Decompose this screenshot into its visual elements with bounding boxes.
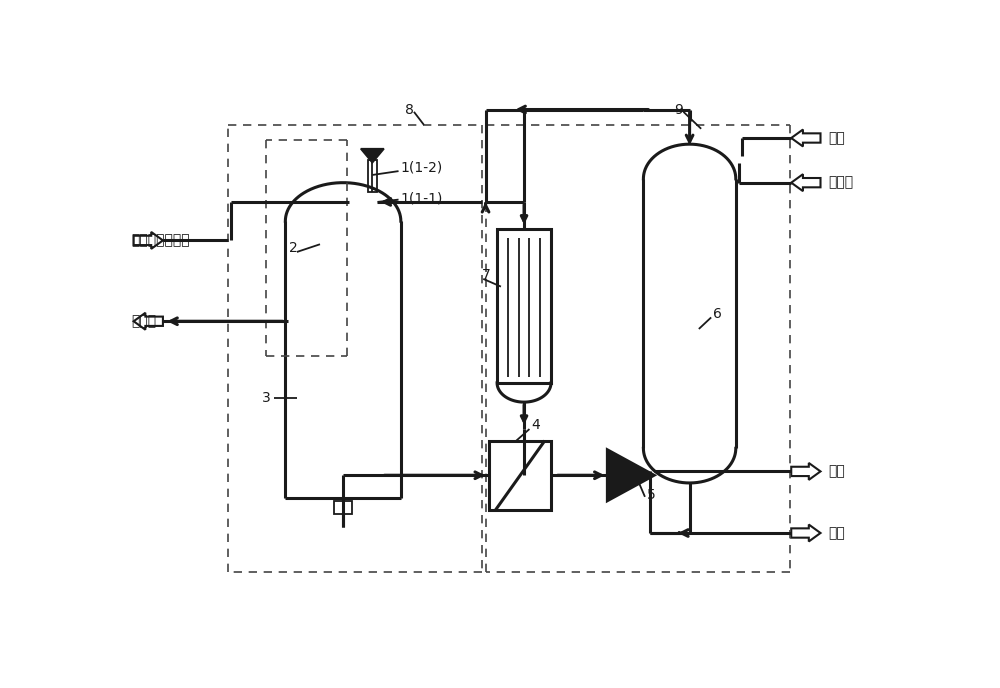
Text: 固废: 固废 xyxy=(828,526,845,540)
Text: 去真空: 去真空 xyxy=(131,314,156,328)
Polygon shape xyxy=(361,149,384,162)
Text: 6: 6 xyxy=(713,307,722,321)
Bar xyxy=(489,440,551,510)
Polygon shape xyxy=(791,129,821,147)
Bar xyxy=(497,229,551,383)
Text: 产品: 产品 xyxy=(828,464,845,478)
Bar xyxy=(368,160,377,192)
Polygon shape xyxy=(791,174,821,191)
Bar xyxy=(334,502,352,514)
Text: 8: 8 xyxy=(405,103,414,116)
Text: 9: 9 xyxy=(674,103,683,116)
Polygon shape xyxy=(791,463,821,480)
Text: 含甲基二氧化膦: 含甲基二氧化膦 xyxy=(131,233,190,248)
Text: 5: 5 xyxy=(647,488,656,502)
Text: 缚酸剂: 缚酸剂 xyxy=(828,175,853,190)
Text: 7: 7 xyxy=(482,268,490,282)
Polygon shape xyxy=(134,313,163,330)
Polygon shape xyxy=(791,524,821,541)
Polygon shape xyxy=(134,232,163,249)
Text: 1(1-2): 1(1-2) xyxy=(401,160,443,174)
Text: 2: 2 xyxy=(289,241,298,255)
Text: 3: 3 xyxy=(262,391,271,405)
Polygon shape xyxy=(607,450,654,501)
Text: 乙醇: 乙醇 xyxy=(828,131,845,145)
Text: 4: 4 xyxy=(532,418,541,432)
Text: 1(1-1): 1(1-1) xyxy=(401,191,443,205)
